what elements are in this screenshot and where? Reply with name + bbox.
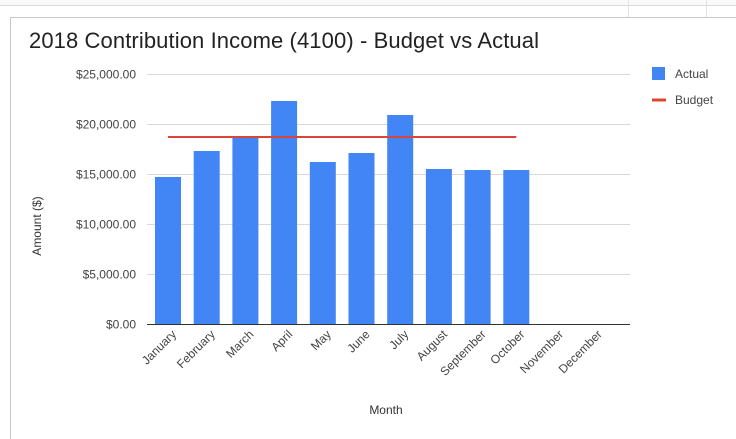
bar-september[interactable] (464, 170, 491, 324)
bar-july[interactable] (387, 115, 414, 324)
x-tick-label: April (268, 327, 295, 354)
sheet-top-border (0, 0, 736, 6)
x-tick-label: March (223, 327, 256, 360)
bar-february[interactable] (193, 151, 220, 324)
y-axis-title: Amount ($) (30, 196, 44, 255)
legend-label-budget: Budget (675, 93, 714, 107)
x-tick-label: August (414, 327, 451, 364)
y-axis-ticks: $0.00 $5,000.00 $10,000.00 $15,000.00 $20,00… (76, 68, 136, 332)
y-tick-label: $15,000.00 (76, 168, 136, 182)
x-tick-label: February (174, 327, 218, 371)
y-tick-label: $10,000.00 (76, 218, 136, 232)
y-tick-label: $25,000.00 (76, 68, 136, 82)
x-tick-label: July (386, 327, 411, 352)
bars-actual (155, 101, 530, 324)
bar-august[interactable] (425, 169, 452, 324)
bar-may[interactable] (309, 162, 336, 324)
bar-april[interactable] (271, 101, 298, 324)
x-tick-label: June (344, 327, 373, 356)
x-tick-label: May (308, 327, 334, 353)
bar-march[interactable] (232, 138, 259, 324)
y-tick-label: $5,000.00 (83, 268, 137, 282)
bar-october[interactable] (503, 170, 530, 324)
x-axis-title: Month (369, 403, 402, 417)
legend[interactable]: Actual Budget (652, 67, 714, 107)
y-tick-label: $0.00 (106, 318, 136, 332)
legend-label-actual: Actual (675, 67, 708, 81)
bar-june[interactable] (348, 153, 375, 324)
bar-january[interactable] (155, 177, 181, 324)
y-tick-label: $20,000.00 (76, 118, 136, 132)
chart-title: 2018 Contribution Income (4100) - Budget… (29, 28, 540, 53)
legend-swatch-actual (652, 67, 665, 80)
